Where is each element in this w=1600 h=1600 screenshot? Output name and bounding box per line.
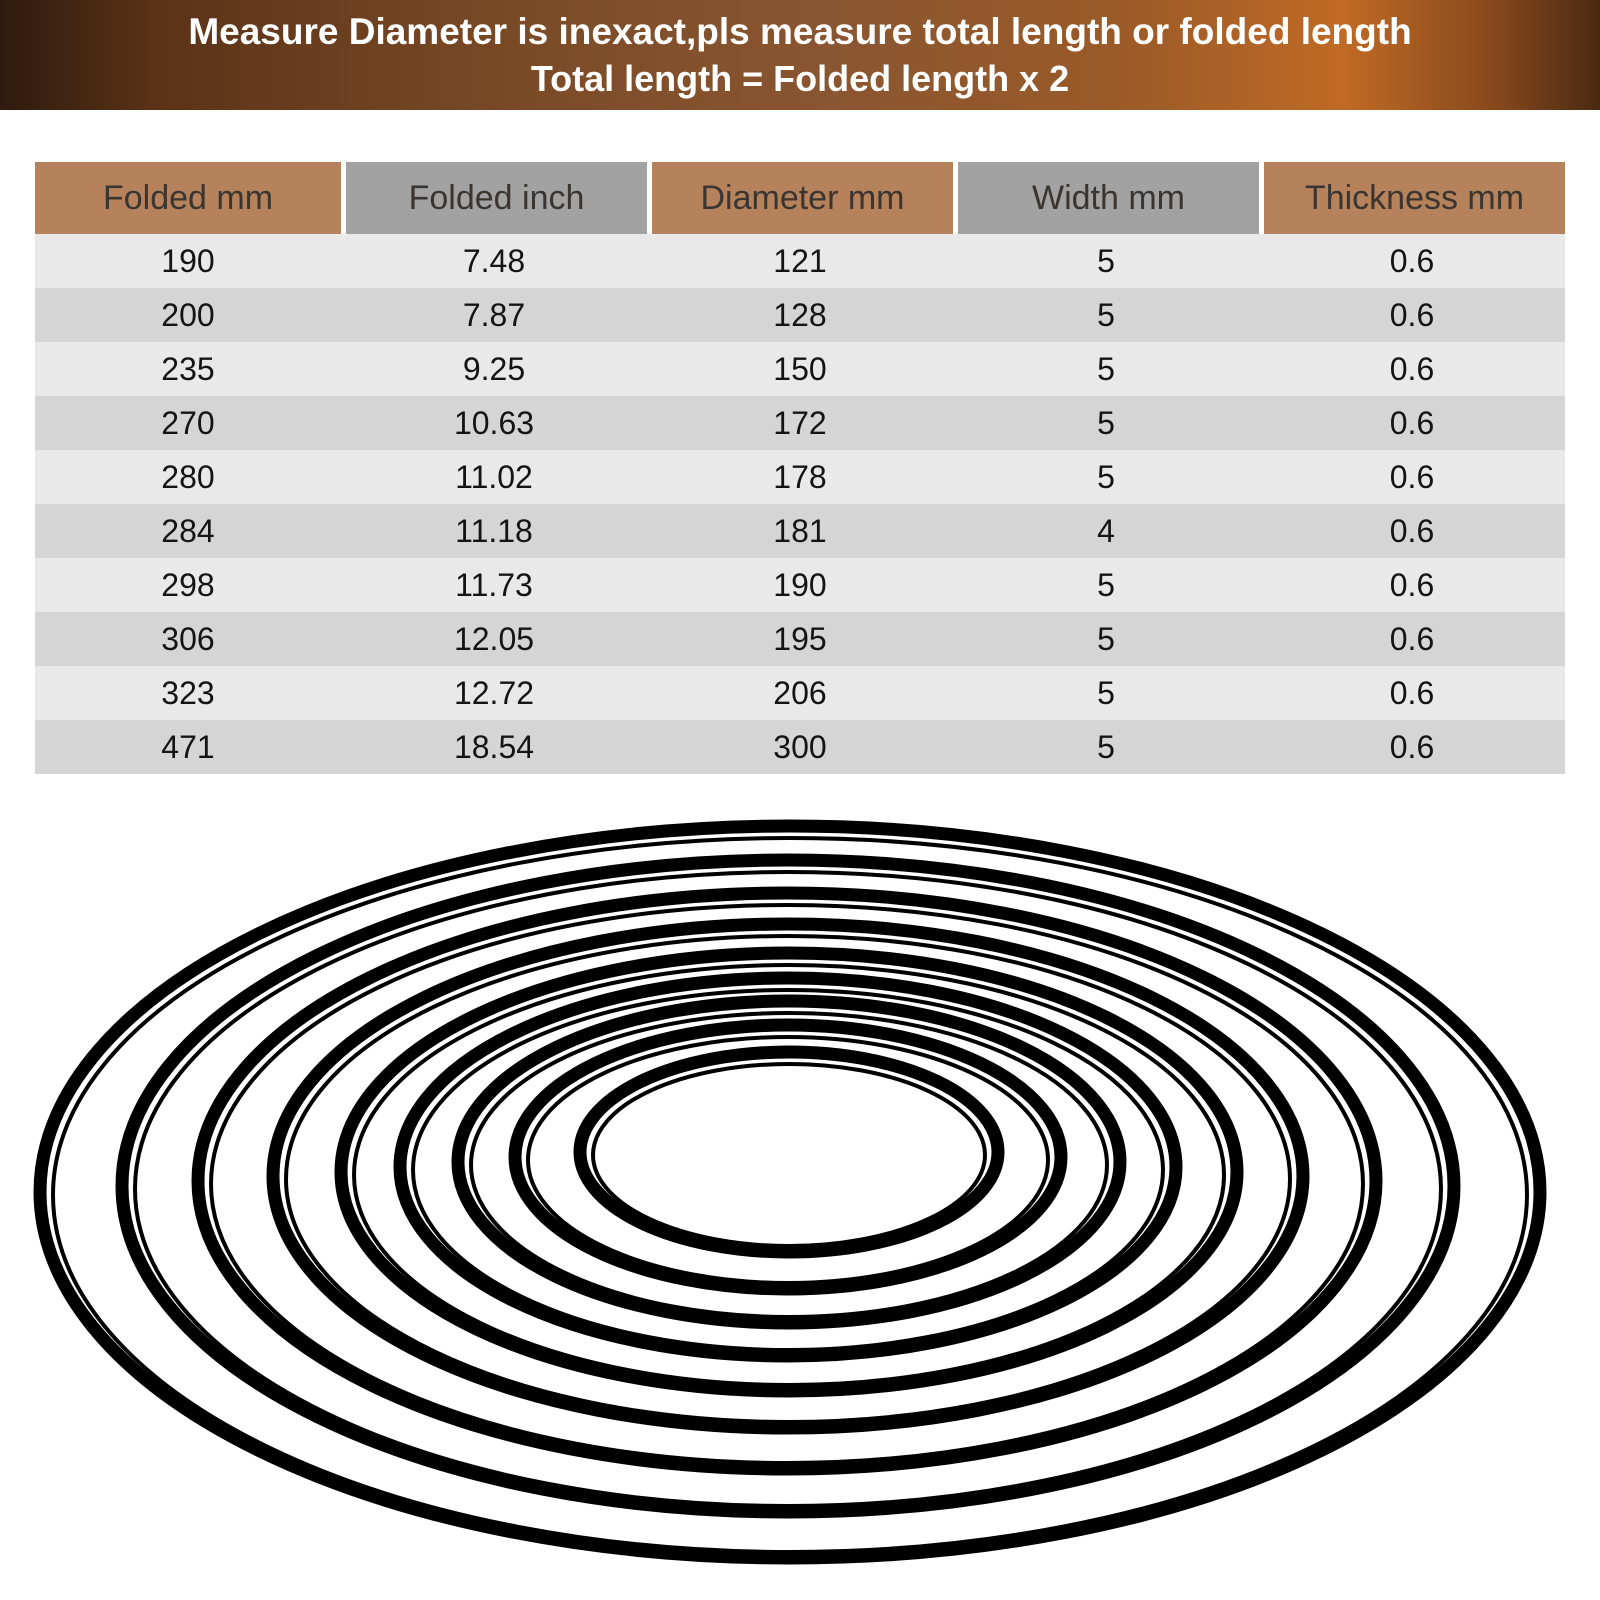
table-row: 200 7.87 128 5 0.6 xyxy=(35,288,1565,342)
table-cell: 0.6 xyxy=(1389,458,1435,495)
table-cell: 10.63 xyxy=(453,404,535,441)
table-cell: 128 xyxy=(773,296,827,333)
banner-line-1: Measure Diameter is inexact,pls measure … xyxy=(188,10,1412,52)
belt-ring-inner-edge xyxy=(51,836,1529,1554)
table-cell: 12.72 xyxy=(453,674,535,711)
table-header-diameter-mm: Diameter mm xyxy=(647,162,953,234)
belt-ring xyxy=(266,917,1310,1435)
table-cell: 306 xyxy=(161,620,215,657)
table-row: 280 11.02 178 5 0.6 xyxy=(35,450,1565,504)
belt-ring xyxy=(115,853,1461,1519)
table-cell: 280 xyxy=(161,458,215,495)
table-cell: 0.6 xyxy=(1389,566,1435,603)
table-cell: 11.18 xyxy=(455,512,533,549)
belt-ring xyxy=(334,946,1244,1398)
belt-ring xyxy=(191,886,1383,1476)
table-cell: 11.02 xyxy=(455,458,533,495)
table-cell: 5 xyxy=(1097,620,1115,657)
belt-ring-inner-edge xyxy=(469,1011,1109,1319)
table-cell: 471 xyxy=(161,728,215,765)
belt-ring xyxy=(573,1045,1005,1259)
table-cell: 5 xyxy=(1097,296,1115,333)
table-cell: 0.6 xyxy=(1389,620,1435,657)
belt-ring-inner-edge xyxy=(591,1062,987,1248)
banner-line-2: Total length = Folded length x 2 xyxy=(530,57,1070,99)
belt-ring xyxy=(508,1018,1068,1296)
table-cell: 9.25 xyxy=(462,350,526,387)
table-cell: 195 xyxy=(773,620,827,657)
table-row: 270 10.63 172 5 0.6 xyxy=(35,396,1565,450)
table-cell: 200 xyxy=(161,296,215,333)
belt-ring xyxy=(451,994,1127,1330)
table-cell: 0.6 xyxy=(1389,296,1435,333)
table-header-thickness-mm: Thickness mm xyxy=(1259,162,1565,234)
table-cell: 300 xyxy=(773,728,827,765)
table-body: 190 7.48 121 5 0.6 200 7.87 128 5 0.6 235 9.25 150 5 0… xyxy=(35,234,1565,774)
table-cell: 0.6 xyxy=(1389,512,1435,549)
table-cell: 172 xyxy=(773,404,827,441)
table-cell: 0.6 xyxy=(1389,350,1435,387)
table-cell: 190 xyxy=(773,566,827,603)
table-row: 306 12.05 195 5 0.6 xyxy=(35,612,1565,666)
table-cell: 5 xyxy=(1097,566,1115,603)
table-cell: 5 xyxy=(1097,728,1115,765)
table-cell: 0.6 xyxy=(1389,242,1435,279)
table-cell: 18.54 xyxy=(453,728,535,765)
table-cell: 0.6 xyxy=(1389,728,1435,765)
table-cell: 12.05 xyxy=(453,620,535,657)
belt-ring xyxy=(393,971,1183,1363)
belt-ring xyxy=(33,819,1547,1565)
belt-ring-inner-edge xyxy=(133,870,1443,1508)
table-cell: 284 xyxy=(161,512,215,549)
table-cell: 7.48 xyxy=(462,242,526,279)
table-cell: 181 xyxy=(773,512,827,549)
table-row: 298 11.73 190 5 0.6 xyxy=(35,558,1565,612)
table-cell: 5 xyxy=(1097,458,1115,495)
table-row: 284 11.18 181 4 0.6 xyxy=(35,504,1565,558)
table-cell: 0.6 xyxy=(1389,404,1435,441)
table-cell: 323 xyxy=(161,674,215,711)
warning-banner: Measure Diameter is inexact,pls measure … xyxy=(0,0,1600,110)
table-cell: 4 xyxy=(1097,512,1115,549)
belt-ring-inner-edge xyxy=(526,1035,1050,1285)
table-header-folded-inch: Folded inch xyxy=(341,162,647,234)
table-header-width-mm: Width mm xyxy=(953,162,1259,234)
belts-illustration-area xyxy=(0,800,1600,1600)
table-cell: 5 xyxy=(1097,404,1115,441)
table-cell: 7.87 xyxy=(462,296,526,333)
table-cell: 121 xyxy=(773,242,827,279)
size-table: Folded mm Folded inch Diameter mm Width … xyxy=(35,162,1565,774)
table-cell: 298 xyxy=(161,566,215,603)
table-header-folded-mm: Folded mm xyxy=(35,162,341,234)
table-cell: 11.73 xyxy=(455,566,533,603)
table-cell: 0.6 xyxy=(1389,674,1435,711)
table-header-row: Folded mm Folded inch Diameter mm Width … xyxy=(35,162,1565,234)
table-row: 471 18.54 300 5 0.6 xyxy=(35,720,1565,774)
table-cell: 270 xyxy=(161,404,215,441)
table-cell: 5 xyxy=(1097,350,1115,387)
table-row: 190 7.48 121 5 0.6 xyxy=(35,234,1565,288)
table-cell: 178 xyxy=(773,458,827,495)
table-cell: 5 xyxy=(1097,242,1115,279)
belt-ring-inner-edge xyxy=(284,934,1292,1424)
belt-ring-inner-edge xyxy=(352,963,1226,1387)
table-cell: 5 xyxy=(1097,674,1115,711)
table-row: 323 12.72 206 5 0.6 xyxy=(35,666,1565,720)
belt-ring-inner-edge xyxy=(209,903,1365,1465)
table-cell: 150 xyxy=(773,350,827,387)
table-row: 235 9.25 150 5 0.6 xyxy=(35,342,1565,396)
table-cell: 190 xyxy=(161,242,215,279)
belt-ring-inner-edge xyxy=(411,988,1165,1352)
belt-illustration xyxy=(33,819,1547,1565)
table-cell: 235 xyxy=(161,350,215,387)
table-cell: 206 xyxy=(773,674,827,711)
